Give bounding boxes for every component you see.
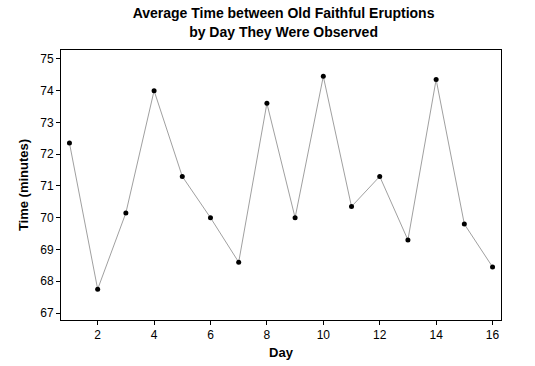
svg-text:Time (minutes): Time (minutes): [16, 139, 31, 231]
svg-text:74: 74: [40, 84, 54, 98]
svg-text:4: 4: [151, 328, 158, 342]
svg-text:72: 72: [40, 147, 54, 161]
svg-text:70: 70: [40, 211, 54, 225]
svg-text:73: 73: [40, 116, 54, 130]
svg-text:6: 6: [207, 328, 214, 342]
svg-text:Average Time between Old Faith: Average Time between Old Faithful Erupti…: [133, 5, 435, 39]
svg-text:69: 69: [40, 243, 54, 257]
svg-text:8: 8: [264, 328, 271, 342]
svg-text:10: 10: [317, 328, 331, 342]
svg-text:14: 14: [429, 328, 443, 342]
svg-text:67: 67: [40, 306, 54, 320]
svg-text:16: 16: [486, 328, 500, 342]
svg-text:2: 2: [94, 328, 101, 342]
svg-text:Day: Day: [269, 345, 294, 360]
svg-text:68: 68: [40, 274, 54, 288]
svg-text:12: 12: [373, 328, 387, 342]
svg-text:71: 71: [40, 179, 54, 193]
svg-text:75: 75: [40, 52, 54, 66]
